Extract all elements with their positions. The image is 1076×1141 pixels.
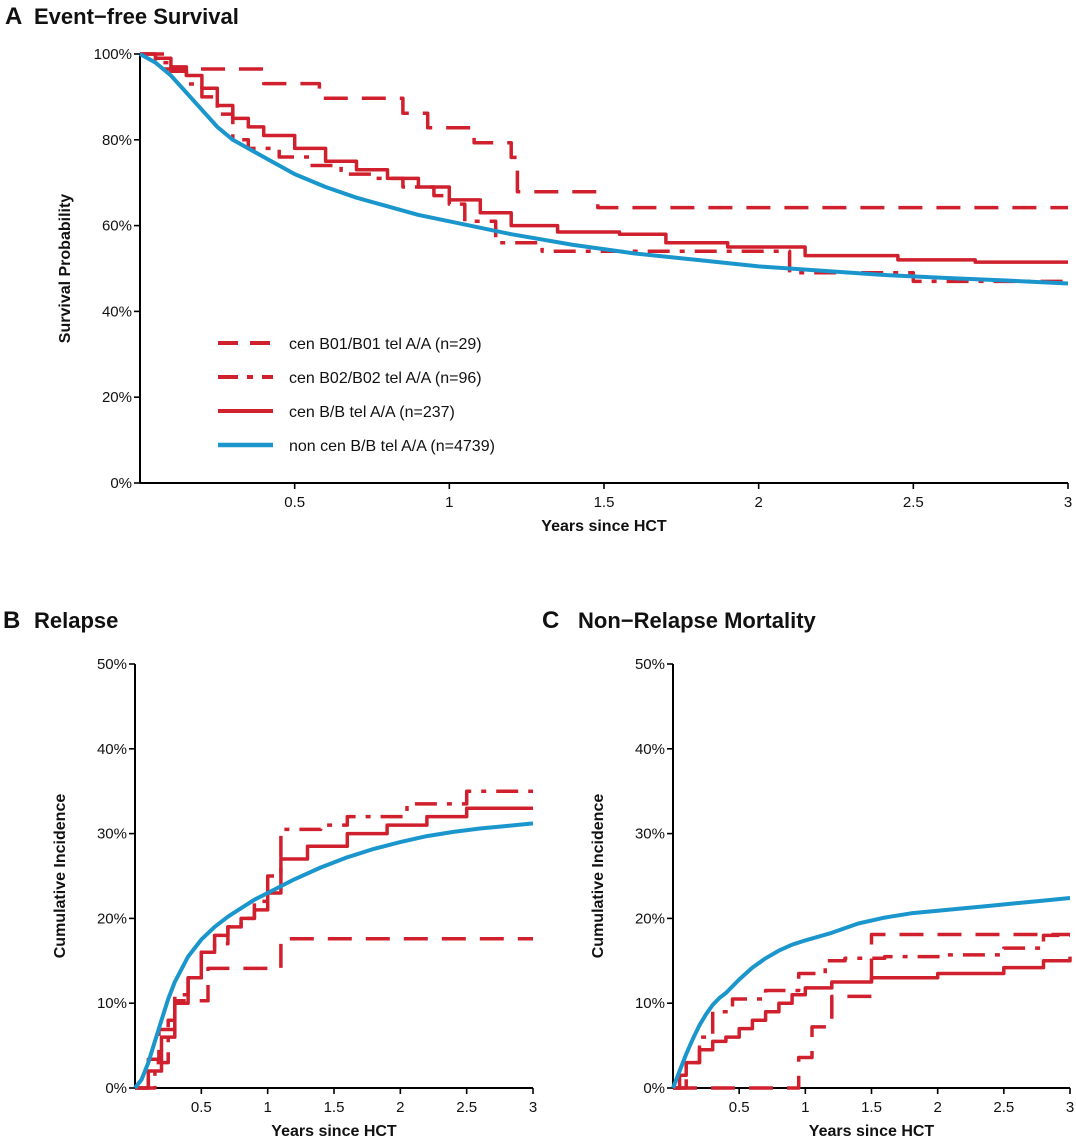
legend-label: non cen B/B tel A/A (n=4739) xyxy=(289,438,495,455)
panel-title: Non−Relapse Mortality xyxy=(578,608,817,633)
series-line-cen-b02-b02-tel-a-a-n-96 xyxy=(673,933,1070,1090)
x-axis-title: Years since HCT xyxy=(271,1123,397,1140)
y-tick-label: 100% xyxy=(94,46,132,63)
series-line-cen-b-b-tel-a-a-n-237 xyxy=(673,956,1072,1090)
panel-letter: B xyxy=(3,607,20,634)
y-tick-label: 40% xyxy=(97,741,127,758)
legend-item: cen B/B tel A/A (n=237) xyxy=(218,404,455,421)
x-tick-label: 0.5 xyxy=(284,494,305,511)
panel-a: A Event−free Survival 0% 20% 40% 60% 80% 100% 0.… xyxy=(5,3,1072,535)
y-tick-label: 30% xyxy=(97,826,127,843)
x-tick-label: 3 xyxy=(529,1099,537,1116)
legend-item: cen B02/B02 tel A/A (n=96) xyxy=(218,370,482,387)
x-tick-label: 0.5 xyxy=(729,1099,750,1116)
series-line-non-cen-b-b-tel-a-a-n-4739 xyxy=(671,896,1071,1089)
x-tick-label: 2.5 xyxy=(993,1099,1014,1116)
series-line-cen-b01-b01-tel-a-a-n-29 xyxy=(135,937,533,1090)
series-line-cen-b-b-tel-a-a-n-237 xyxy=(135,806,533,1090)
x-axis-title: Years since HCT xyxy=(809,1123,935,1140)
panel-title: Event−free Survival xyxy=(34,4,239,29)
x-axis-title: Years since HCT xyxy=(541,518,667,535)
y-tick-label: 0% xyxy=(105,1080,127,1097)
y-tick-label: 20% xyxy=(635,910,665,927)
x-tick-label: 2.5 xyxy=(456,1099,477,1116)
series-line-cen-b-b-tel-a-a-n-237 xyxy=(140,52,1068,264)
x-tick-label: 1 xyxy=(801,1099,809,1116)
y-tick-label: 0% xyxy=(643,1080,665,1097)
panel-title: Relapse xyxy=(34,608,118,633)
series-line-cen-b01-b01-tel-a-a-n-29 xyxy=(673,932,1070,1090)
y-tick-label: 60% xyxy=(102,218,132,235)
x-tick-label: 1.5 xyxy=(594,494,615,511)
panel-b: B Relapse 0% 10% 20% 30% 40% 50% 0.5 1 1.5 2 2.5 3 Yea… xyxy=(3,607,537,1140)
panel-c: C Non−Relapse Mortality 0% 10% 20% 30% 40% 50% 0… xyxy=(542,607,1074,1140)
legend: cen B01/B01 tel A/A (n=29) cen B02/B02 te… xyxy=(218,336,495,455)
x-tick-label: 1.5 xyxy=(861,1099,882,1116)
y-tick-label: 10% xyxy=(635,995,665,1012)
x-tick-label: 2 xyxy=(396,1099,404,1116)
y-axis-title: Cumulative Incidence xyxy=(590,794,607,959)
series-line-cen-b01-b01-tel-a-a-n-29 xyxy=(140,52,1068,210)
series-line-non-cen-b-b-tel-a-a-n-4739 xyxy=(139,52,1069,286)
y-axis-title: Cumulative Incidence xyxy=(52,794,69,959)
y-axis-title: Survival Probability xyxy=(57,194,74,343)
y-tick-label: 80% xyxy=(102,132,132,149)
legend-label: cen B/B tel A/A (n=237) xyxy=(289,404,455,421)
x-tick-label: 3 xyxy=(1066,1099,1074,1116)
y-tick-label: 10% xyxy=(97,995,127,1012)
y-tick-label: 20% xyxy=(97,910,127,927)
x-tick-label: 1 xyxy=(445,494,453,511)
x-tick-label: 2 xyxy=(754,494,762,511)
y-tick-label: 30% xyxy=(635,826,665,843)
legend-label: cen B01/B01 tel A/A (n=29) xyxy=(289,336,482,353)
panel-letter: A xyxy=(5,3,22,30)
x-tick-label: 1.5 xyxy=(324,1099,345,1116)
x-tick-label: 3 xyxy=(1064,494,1072,511)
y-tick-label: 40% xyxy=(102,303,132,320)
legend-label: cen B02/B02 tel A/A (n=96) xyxy=(289,370,482,387)
x-tick-label: 1 xyxy=(263,1099,271,1116)
y-tick-label: 40% xyxy=(635,741,665,758)
series-line-non-cen-b-b-tel-a-a-n-4739 xyxy=(133,821,534,1090)
y-tick-label: 50% xyxy=(97,656,127,673)
legend-item: non cen B/B tel A/A (n=4739) xyxy=(218,438,495,455)
y-tick-label: 0% xyxy=(110,475,132,492)
panel-letter: C xyxy=(542,607,559,634)
y-tick-label: 20% xyxy=(102,389,132,406)
x-tick-label: 0.5 xyxy=(191,1099,212,1116)
legend-item: cen B01/B01 tel A/A (n=29) xyxy=(218,336,482,353)
y-tick-label: 50% xyxy=(635,656,665,673)
x-tick-label: 2 xyxy=(933,1099,941,1116)
x-tick-label: 2.5 xyxy=(903,494,924,511)
